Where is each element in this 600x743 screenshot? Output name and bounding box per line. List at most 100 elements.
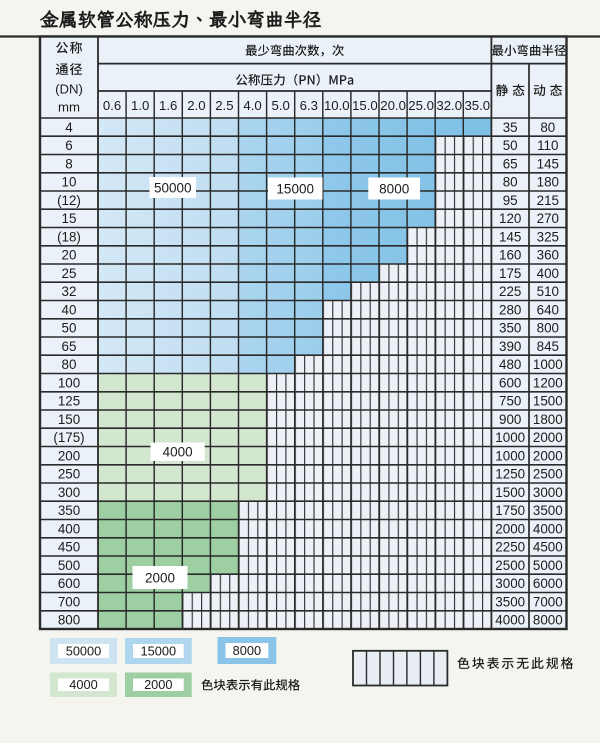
svg-text:32: 32 bbox=[62, 284, 77, 299]
svg-text:600: 600 bbox=[58, 576, 80, 591]
svg-text:1.6: 1.6 bbox=[159, 98, 177, 113]
svg-text:10: 10 bbox=[62, 175, 77, 190]
svg-text:900: 900 bbox=[499, 412, 521, 427]
svg-text:1000: 1000 bbox=[495, 430, 525, 445]
svg-text:1750: 1750 bbox=[495, 503, 525, 518]
svg-text:50000: 50000 bbox=[154, 180, 192, 195]
svg-text:25: 25 bbox=[62, 266, 77, 281]
svg-text:4000: 4000 bbox=[495, 613, 525, 628]
svg-text:15000: 15000 bbox=[141, 644, 177, 659]
svg-text:80: 80 bbox=[503, 175, 518, 190]
svg-text:360: 360 bbox=[537, 248, 559, 263]
svg-text:280: 280 bbox=[499, 302, 521, 317]
svg-text:20.0: 20.0 bbox=[380, 98, 406, 113]
svg-text:250: 250 bbox=[58, 467, 80, 482]
svg-text:20: 20 bbox=[62, 248, 77, 263]
svg-text:150: 150 bbox=[58, 412, 80, 427]
svg-text:350: 350 bbox=[58, 503, 80, 518]
svg-text:800: 800 bbox=[58, 613, 80, 628]
svg-text:160: 160 bbox=[499, 248, 521, 263]
svg-text:50: 50 bbox=[62, 321, 77, 336]
svg-text:8000: 8000 bbox=[379, 181, 409, 196]
svg-text:10.0: 10.0 bbox=[324, 98, 350, 113]
svg-text:4: 4 bbox=[65, 120, 73, 135]
svg-text:2000: 2000 bbox=[495, 521, 525, 536]
svg-text:25.0: 25.0 bbox=[408, 98, 434, 113]
svg-text:145: 145 bbox=[499, 229, 521, 244]
svg-text:80: 80 bbox=[62, 357, 77, 372]
svg-text:80: 80 bbox=[540, 120, 555, 135]
svg-text:(12): (12) bbox=[57, 193, 81, 208]
svg-text:1800: 1800 bbox=[533, 412, 563, 427]
svg-text:510: 510 bbox=[537, 284, 559, 299]
svg-text:175: 175 bbox=[499, 266, 521, 281]
svg-text:2000: 2000 bbox=[145, 570, 175, 585]
svg-text:50000: 50000 bbox=[66, 644, 102, 659]
svg-text:2.5: 2.5 bbox=[215, 98, 233, 113]
svg-text:2000: 2000 bbox=[533, 448, 563, 463]
svg-text:4.0: 4.0 bbox=[243, 98, 261, 113]
svg-text:4000: 4000 bbox=[163, 445, 193, 460]
svg-text:3000: 3000 bbox=[495, 576, 525, 591]
svg-text:50: 50 bbox=[503, 138, 518, 153]
svg-text:1250: 1250 bbox=[495, 467, 525, 482]
svg-text:215: 215 bbox=[537, 193, 559, 208]
svg-text:640: 640 bbox=[537, 302, 559, 317]
svg-text:500: 500 bbox=[58, 558, 80, 573]
svg-text:2500: 2500 bbox=[495, 558, 525, 573]
svg-text:5.0: 5.0 bbox=[272, 98, 290, 113]
svg-text:8000: 8000 bbox=[233, 643, 261, 658]
svg-text:2250: 2250 bbox=[495, 540, 525, 555]
svg-text:35.0: 35.0 bbox=[464, 98, 490, 113]
svg-text:65: 65 bbox=[62, 339, 77, 354]
svg-text:1.0: 1.0 bbox=[131, 98, 149, 113]
svg-text:(DN): (DN) bbox=[55, 82, 83, 97]
svg-text:8: 8 bbox=[65, 156, 72, 171]
svg-text:15: 15 bbox=[62, 211, 77, 226]
svg-text:480: 480 bbox=[499, 357, 521, 372]
svg-text:3000: 3000 bbox=[533, 485, 563, 500]
svg-text:750: 750 bbox=[499, 394, 521, 409]
svg-text:125: 125 bbox=[58, 394, 80, 409]
svg-text:180: 180 bbox=[537, 175, 559, 190]
svg-text:6000: 6000 bbox=[533, 576, 563, 591]
svg-text:145: 145 bbox=[537, 156, 559, 171]
svg-text:1500: 1500 bbox=[495, 485, 525, 500]
svg-text:600: 600 bbox=[499, 375, 521, 390]
svg-text:2000: 2000 bbox=[533, 430, 563, 445]
svg-text:0.6: 0.6 bbox=[103, 98, 121, 113]
svg-text:800: 800 bbox=[537, 321, 559, 336]
svg-text:4500: 4500 bbox=[533, 540, 563, 555]
svg-text:2500: 2500 bbox=[533, 467, 563, 482]
svg-text:15.0: 15.0 bbox=[352, 98, 378, 113]
svg-text:6: 6 bbox=[65, 138, 72, 153]
svg-text:6.3: 6.3 bbox=[300, 98, 318, 113]
svg-text:400: 400 bbox=[58, 521, 80, 536]
svg-text:120: 120 bbox=[499, 211, 521, 226]
svg-text:8000: 8000 bbox=[533, 613, 563, 628]
svg-text:400: 400 bbox=[537, 266, 559, 281]
svg-text:390: 390 bbox=[499, 339, 521, 354]
svg-text:450: 450 bbox=[58, 540, 80, 555]
svg-text:2.0: 2.0 bbox=[187, 98, 205, 113]
svg-text:7000: 7000 bbox=[533, 594, 563, 609]
svg-text:mm: mm bbox=[58, 100, 80, 115]
svg-text:1200: 1200 bbox=[533, 375, 563, 390]
svg-text:4000: 4000 bbox=[533, 521, 563, 536]
svg-text:32.0: 32.0 bbox=[436, 98, 462, 113]
svg-text:65: 65 bbox=[503, 156, 518, 171]
svg-text:3500: 3500 bbox=[495, 594, 525, 609]
svg-text:110: 110 bbox=[537, 138, 558, 153]
svg-text:225: 225 bbox=[499, 284, 521, 299]
svg-text:(18): (18) bbox=[57, 229, 81, 244]
svg-text:4000: 4000 bbox=[69, 677, 97, 692]
svg-text:35: 35 bbox=[503, 120, 518, 135]
svg-text:350: 350 bbox=[499, 321, 521, 336]
svg-text:(175): (175) bbox=[53, 430, 84, 445]
svg-text:270: 270 bbox=[537, 211, 559, 226]
svg-text:845: 845 bbox=[537, 339, 559, 354]
svg-text:200: 200 bbox=[58, 448, 80, 463]
svg-text:95: 95 bbox=[503, 193, 518, 208]
svg-text:325: 325 bbox=[537, 229, 559, 244]
svg-text:2000: 2000 bbox=[144, 677, 172, 692]
